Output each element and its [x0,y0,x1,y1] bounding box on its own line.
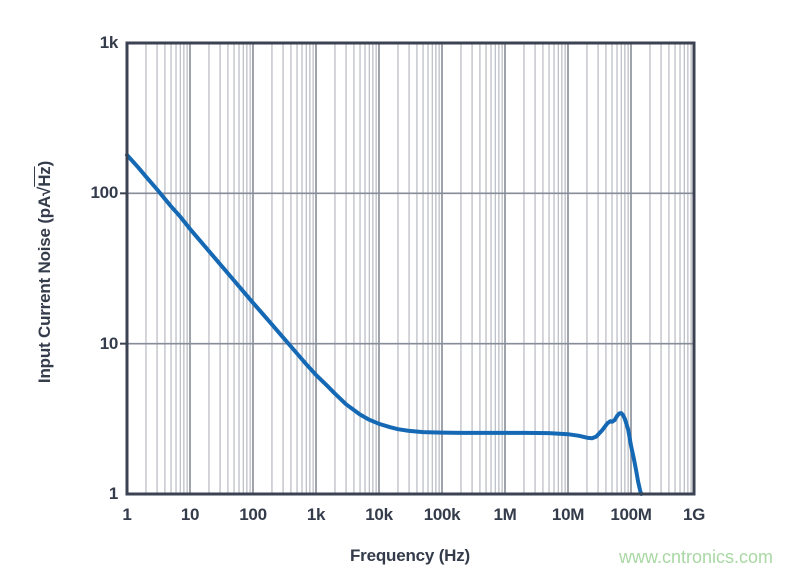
x-tick-label: 100k [423,505,461,524]
noise-curve [125,153,644,496]
x-tick-label: 10M [551,505,585,524]
major-gridlines [127,43,694,494]
y-axis-title-suffix: ) [35,160,54,167]
x-tick-label: 1k [306,505,326,524]
y-tick-label: 1k [99,33,119,52]
y-tick-label: 10 [99,333,119,353]
watermark-text: www.cntronics.com [618,547,773,567]
x-tick-label: 10k [365,505,393,524]
y-axis-title-under-root: Hz [35,166,54,187]
x-tick-label: 100 [239,505,267,524]
plot-border [125,41,696,496]
x-axis-title: Frequency (Hz) [350,546,470,565]
minor-gridlines [145,43,692,494]
y-axis-title: Input Current Noise (pA√Hz) [35,161,55,383]
x-tick-label: 1G [682,505,706,524]
sqrt-symbol: √ [35,186,54,196]
y-tick-label: 100 [90,183,119,203]
x-tick-label: 1 [122,505,132,524]
x-tick-label: 100M [610,505,652,524]
y-tick-label: 1 [108,484,118,503]
x-tick-label: 1M [493,505,517,524]
y-axis-title-prefix: Input Current Noise (pA [35,195,54,384]
x-tick-label: 10 [180,505,200,524]
